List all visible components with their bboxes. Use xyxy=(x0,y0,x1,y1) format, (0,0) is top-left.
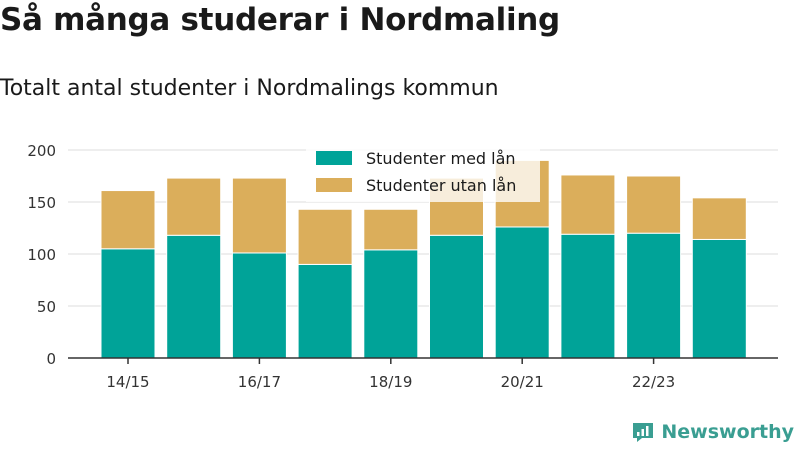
bar-utan-lan xyxy=(100,190,156,250)
bar-med-lan xyxy=(231,252,287,359)
brand-name: Newsworthy xyxy=(661,421,794,443)
legend-swatch xyxy=(316,178,352,192)
y-tick-label: 50 xyxy=(37,298,56,316)
x-tick-label: 14/15 xyxy=(106,373,149,391)
newsworthy-logo-icon xyxy=(633,423,654,442)
legend-swatch xyxy=(316,151,352,165)
x-tick-label: 18/19 xyxy=(369,373,412,391)
legend-label: Studenter med lån xyxy=(366,149,516,168)
bar-utan-lan xyxy=(626,175,682,234)
bar-med-lan xyxy=(626,232,682,359)
legend-label: Studenter utan lån xyxy=(366,176,516,195)
bar-med-lan xyxy=(691,238,747,359)
bar-med-lan xyxy=(429,234,484,359)
y-tick-label: 200 xyxy=(27,142,56,160)
bar-utan-lan xyxy=(691,197,747,240)
y-tick-label: 0 xyxy=(46,350,56,368)
bar-utan-lan xyxy=(297,208,353,265)
bar-utan-lan xyxy=(231,177,287,254)
y-tick-label: 150 xyxy=(27,194,56,212)
bar-med-lan xyxy=(560,233,616,359)
x-tick-label: 22/23 xyxy=(632,373,675,391)
bar-med-lan xyxy=(363,249,419,359)
chart-subtitle: Totalt antal studenter i Nordmalings kom… xyxy=(0,76,499,101)
bar-med-lan xyxy=(297,263,353,359)
bar-med-lan xyxy=(494,226,550,359)
bar-utan-lan xyxy=(166,177,222,236)
y-tick-label: 100 xyxy=(27,246,56,264)
bar-utan-lan xyxy=(560,174,616,235)
x-tick-label: 16/17 xyxy=(238,373,281,391)
bar-med-lan xyxy=(100,248,156,359)
bar-med-lan xyxy=(166,234,222,359)
newsworthy-logo: Newsworthy xyxy=(631,420,794,444)
x-tick-label: 20/21 xyxy=(501,373,544,391)
chart-title: Så många studerar i Nordmaling xyxy=(0,2,560,38)
bar-utan-lan xyxy=(363,208,419,251)
